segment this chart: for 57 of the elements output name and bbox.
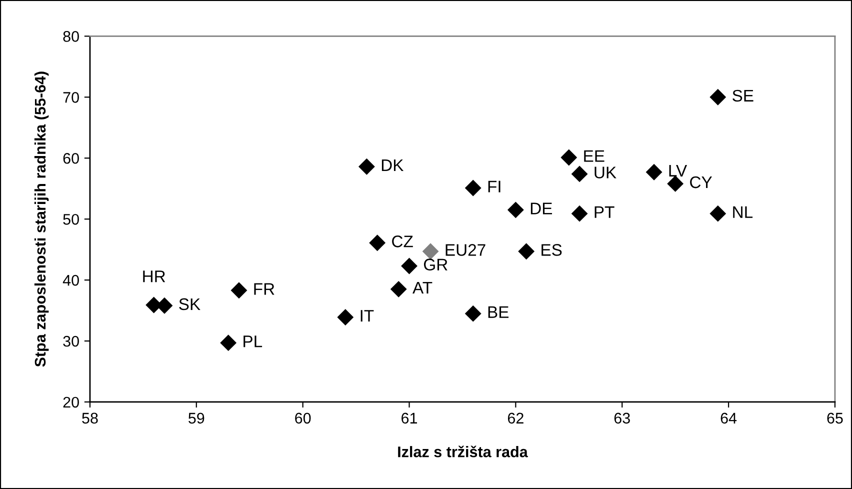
point [464, 305, 482, 322]
annotation: CZ [392, 236, 413, 248]
annotation: GR [424, 258, 448, 270]
x-tick-label: 60 [295, 412, 311, 424]
point [220, 334, 237, 352]
x-tick-label: 63 [614, 412, 630, 424]
point [464, 180, 482, 196]
annotation: BE [488, 306, 509, 318]
annotation: PT [594, 206, 614, 218]
point [230, 282, 248, 299]
point [422, 243, 439, 260]
y-tick-label: 80 [63, 31, 79, 42]
annotation: SE [732, 90, 754, 102]
y-axis-title: Stpa zaposlenosti starijih radnika (55-64) [34, 72, 49, 367]
y-tick-label: 30 [63, 336, 79, 347]
y-tick-label: 60 [63, 152, 79, 164]
x-axis-title: Izlaz s tržišta rada [398, 446, 528, 458]
y-tick-label: 50 [63, 214, 79, 225]
point [337, 309, 354, 326]
annotation: DK [382, 159, 404, 171]
x-tick-label: 58 [82, 412, 98, 424]
x-tick-label: 62 [508, 412, 524, 424]
annotation: UK [594, 166, 616, 178]
x-tick-label: 59 [188, 412, 204, 424]
point [571, 166, 588, 182]
annotation: EU27 [446, 244, 486, 256]
point [710, 205, 726, 222]
point [667, 175, 684, 192]
annotation: EE [584, 150, 604, 162]
annotation: PL [244, 336, 262, 348]
x-tick-label: 65 [827, 412, 843, 424]
point [358, 158, 375, 175]
point [710, 88, 726, 106]
point [571, 205, 588, 222]
annotation: NL [733, 206, 753, 218]
point [507, 202, 524, 218]
annotation: HR [143, 270, 166, 282]
point [401, 258, 418, 274]
point [518, 243, 535, 260]
annotation: AT [412, 282, 432, 294]
annotation: DE [530, 202, 552, 214]
y-tick-label: 20 [63, 396, 79, 408]
annotation: SK [179, 298, 200, 310]
annotation: LV [669, 164, 688, 176]
x-tick-label: 64 [720, 412, 737, 424]
annotation: FR [254, 283, 274, 295]
y-tick-label: 40 [62, 274, 79, 286]
point [390, 280, 407, 298]
point [646, 164, 662, 180]
x-tick-label: 61 [402, 412, 418, 424]
point [560, 149, 578, 166]
annotation: ES [542, 244, 562, 256]
annotation: IT [360, 310, 374, 322]
y-tick-label: 70 [63, 92, 79, 103]
annotation: FI [488, 180, 500, 192]
point [369, 234, 386, 252]
annotation: CY [690, 176, 712, 188]
